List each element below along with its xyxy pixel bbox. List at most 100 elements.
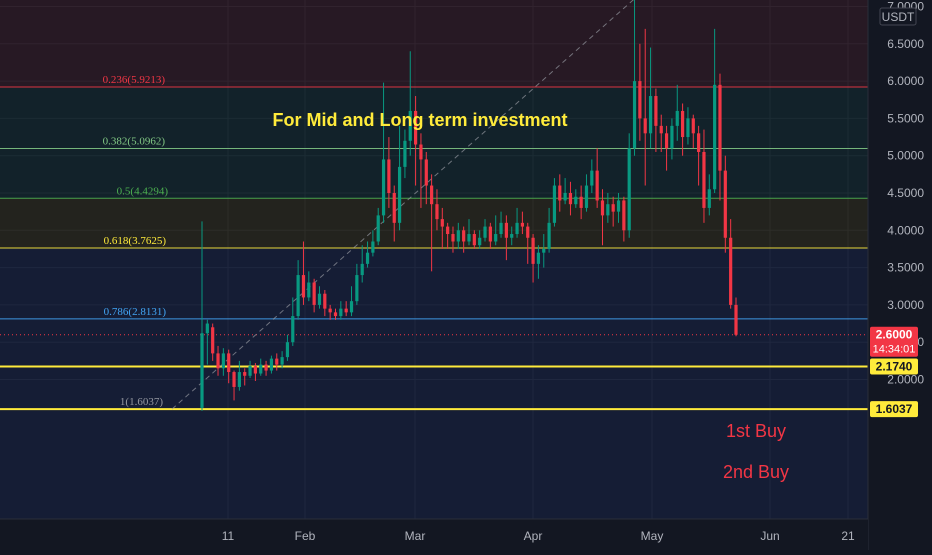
candle-body — [584, 185, 589, 208]
candle-body — [440, 219, 444, 227]
candle-body — [451, 234, 455, 242]
fib-bands — [0, 0, 868, 519]
price-tag — [870, 326, 918, 357]
candle-body — [365, 252, 370, 264]
candle-body — [729, 237, 733, 305]
candle-body — [227, 353, 231, 373]
time-tick-label: Apr — [524, 529, 543, 543]
candle-body — [413, 110, 418, 145]
fib-band — [0, 409, 868, 519]
candle-body — [632, 81, 637, 149]
candle-body — [253, 366, 258, 374]
time-axis[interactable]: 11 Feb Mar Apr May Jun 21 — [0, 518, 868, 550]
fib-level-label: 1(1.6037) — [120, 396, 163, 408]
price-tick-label: 2.0000 — [887, 373, 924, 387]
candle-body — [483, 226, 487, 238]
candle-body — [659, 125, 663, 134]
candle-body — [381, 159, 386, 216]
candle-body — [526, 226, 530, 238]
candle-body — [424, 159, 428, 186]
fib-band — [0, 86, 868, 149]
candle-body — [259, 364, 263, 374]
candle-body — [547, 222, 551, 249]
price-axis[interactable]: 8.00007.50007.00006.50006.00005.50005.00… — [867, 0, 932, 550]
candle-body — [408, 110, 412, 141]
candle-body — [200, 333, 204, 408]
candle-body — [707, 189, 711, 208]
currency-box[interactable] — [879, 7, 917, 26]
candle-body — [237, 372, 241, 387]
time-tick-label: Mar — [405, 529, 426, 543]
price-tick-label: 3.0000 — [887, 298, 924, 312]
annotations: For Mid and Long term investment 1st Buy 2… — [272, 110, 789, 482]
candle-body — [579, 196, 583, 208]
candle-body — [574, 196, 578, 205]
fib-level-label: 0.236(5.9213) — [103, 74, 166, 86]
buy-label: 2nd Buy — [723, 462, 789, 482]
price-tick-label: 5.0000 — [887, 149, 924, 163]
candle-body — [307, 282, 311, 298]
candle-body — [611, 204, 615, 212]
candle-body — [595, 170, 599, 201]
price-tick-label: 4.5000 — [887, 186, 924, 200]
candle-body — [670, 125, 674, 149]
candle-body — [590, 170, 594, 186]
candle-body — [328, 308, 332, 313]
candle-body — [285, 342, 290, 358]
currency-label[interactable]: USDT — [882, 10, 915, 24]
candle-body — [403, 140, 407, 167]
candle-body — [323, 293, 327, 309]
candle-body — [616, 200, 621, 212]
candle-body — [269, 358, 274, 371]
time-tick-label: 11 — [222, 529, 235, 543]
candle-body — [520, 222, 525, 227]
candle-body — [446, 226, 450, 235]
candle-body — [558, 185, 562, 201]
time-axis-bg — [0, 519, 868, 550]
candle-body — [296, 275, 300, 317]
candle-body — [552, 185, 557, 223]
candle-body — [419, 144, 423, 160]
candle-body — [494, 234, 498, 242]
price-tag — [870, 401, 918, 418]
fib-level-lines: 0(7.2550)0.236(5.9213)0.382(5.0962)0.5(4… — [0, 74, 868, 411]
candle-body — [488, 226, 492, 242]
candle-body — [723, 170, 727, 238]
candle-body — [499, 222, 503, 235]
fib-trend-line — [171, 0, 634, 410]
price-axis-bg — [868, 0, 932, 550]
candle-body — [697, 133, 701, 152]
price-tag-value: 1.6037 — [876, 402, 913, 416]
candle-body — [531, 237, 535, 264]
candle-body — [275, 358, 279, 365]
candle-body — [333, 312, 338, 317]
time-tick-label: May — [641, 529, 664, 543]
candle-body — [392, 193, 396, 223]
candle-body — [713, 84, 717, 190]
candle-body — [248, 366, 252, 376]
candle-body — [643, 118, 647, 134]
price-tag-timer: 14:34:01 — [873, 344, 916, 356]
candle-body — [627, 148, 631, 231]
price-tick-label: 6.0000 — [887, 74, 924, 88]
candle-body — [718, 84, 722, 171]
price-tick-label: 4.0000 — [887, 223, 924, 237]
candle-body — [376, 215, 380, 242]
candle-body — [504, 222, 508, 238]
candle-body — [472, 234, 476, 246]
candle-body — [339, 308, 343, 317]
candle-body — [680, 110, 685, 138]
candle-body — [355, 275, 359, 302]
price-tick-label: 5.5000 — [887, 111, 924, 125]
candle-body — [317, 293, 322, 305]
price-tag — [870, 358, 918, 375]
candle-body — [686, 118, 690, 138]
candle-body — [600, 200, 605, 216]
candle-body — [360, 263, 364, 276]
candle-body — [216, 353, 220, 369]
fib-band — [0, 318, 868, 410]
fib-band — [0, 148, 868, 199]
price-tick-label: 3.5000 — [887, 261, 924, 275]
